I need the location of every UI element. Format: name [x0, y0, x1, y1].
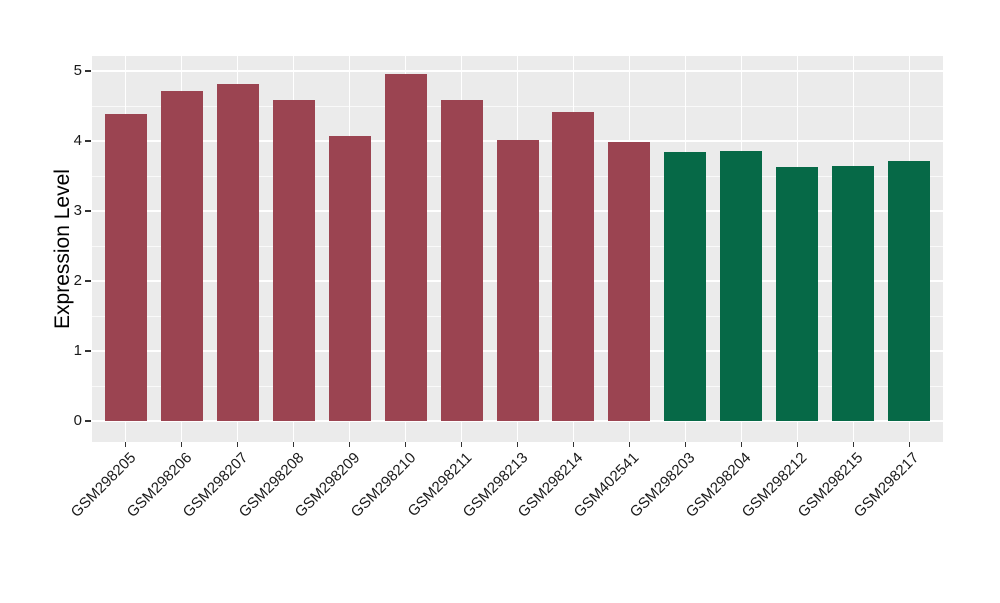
y-tick-label: 1	[73, 342, 82, 359]
bar	[440, 99, 483, 421]
x-tick-mark	[180, 442, 183, 447]
bar	[272, 99, 315, 421]
y-tick-mark	[85, 280, 91, 282]
bar	[888, 161, 931, 421]
bar	[328, 136, 371, 421]
bar	[608, 141, 651, 421]
x-tick-mark	[124, 442, 127, 447]
x-tick-mark	[404, 442, 407, 447]
y-tick-mark	[85, 140, 91, 142]
y-tick-label: 4	[73, 132, 82, 149]
bar	[832, 166, 875, 421]
x-tick-mark	[292, 442, 295, 447]
y-tick-label: 5	[73, 62, 82, 79]
bar	[216, 84, 259, 421]
y-tick-mark	[85, 350, 91, 352]
x-tick-mark	[236, 442, 239, 447]
bar	[776, 166, 819, 421]
x-tick-mark	[796, 442, 799, 447]
y-axis-title: Expression Level	[51, 169, 74, 329]
x-tick-mark	[516, 442, 519, 447]
x-tick-mark	[684, 442, 687, 447]
bar	[720, 150, 763, 421]
x-tick-mark	[908, 442, 911, 447]
plot-panel	[92, 56, 943, 442]
y-tick-mark	[85, 70, 91, 72]
bar	[104, 113, 147, 421]
x-tick-mark	[460, 442, 463, 447]
x-tick-mark	[628, 442, 631, 447]
expression-bar-chart: Expression Level 0 1 2 3 4 5 GSM298205 GSM29820…	[51, 56, 943, 521]
bar	[552, 112, 595, 421]
y-tick-mark	[85, 210, 91, 212]
bar	[664, 152, 707, 421]
y-tick-label: 2	[73, 272, 82, 289]
x-tick-mark	[348, 442, 351, 447]
y-tick-label: 0	[73, 412, 82, 429]
bar	[160, 91, 203, 421]
x-tick-mark	[852, 442, 855, 447]
bar	[384, 73, 427, 421]
x-tick-mark	[572, 442, 575, 447]
bar	[496, 140, 539, 421]
y-tick-label: 3	[73, 202, 82, 219]
y-tick-mark	[85, 420, 91, 422]
x-tick-mark	[740, 442, 743, 447]
